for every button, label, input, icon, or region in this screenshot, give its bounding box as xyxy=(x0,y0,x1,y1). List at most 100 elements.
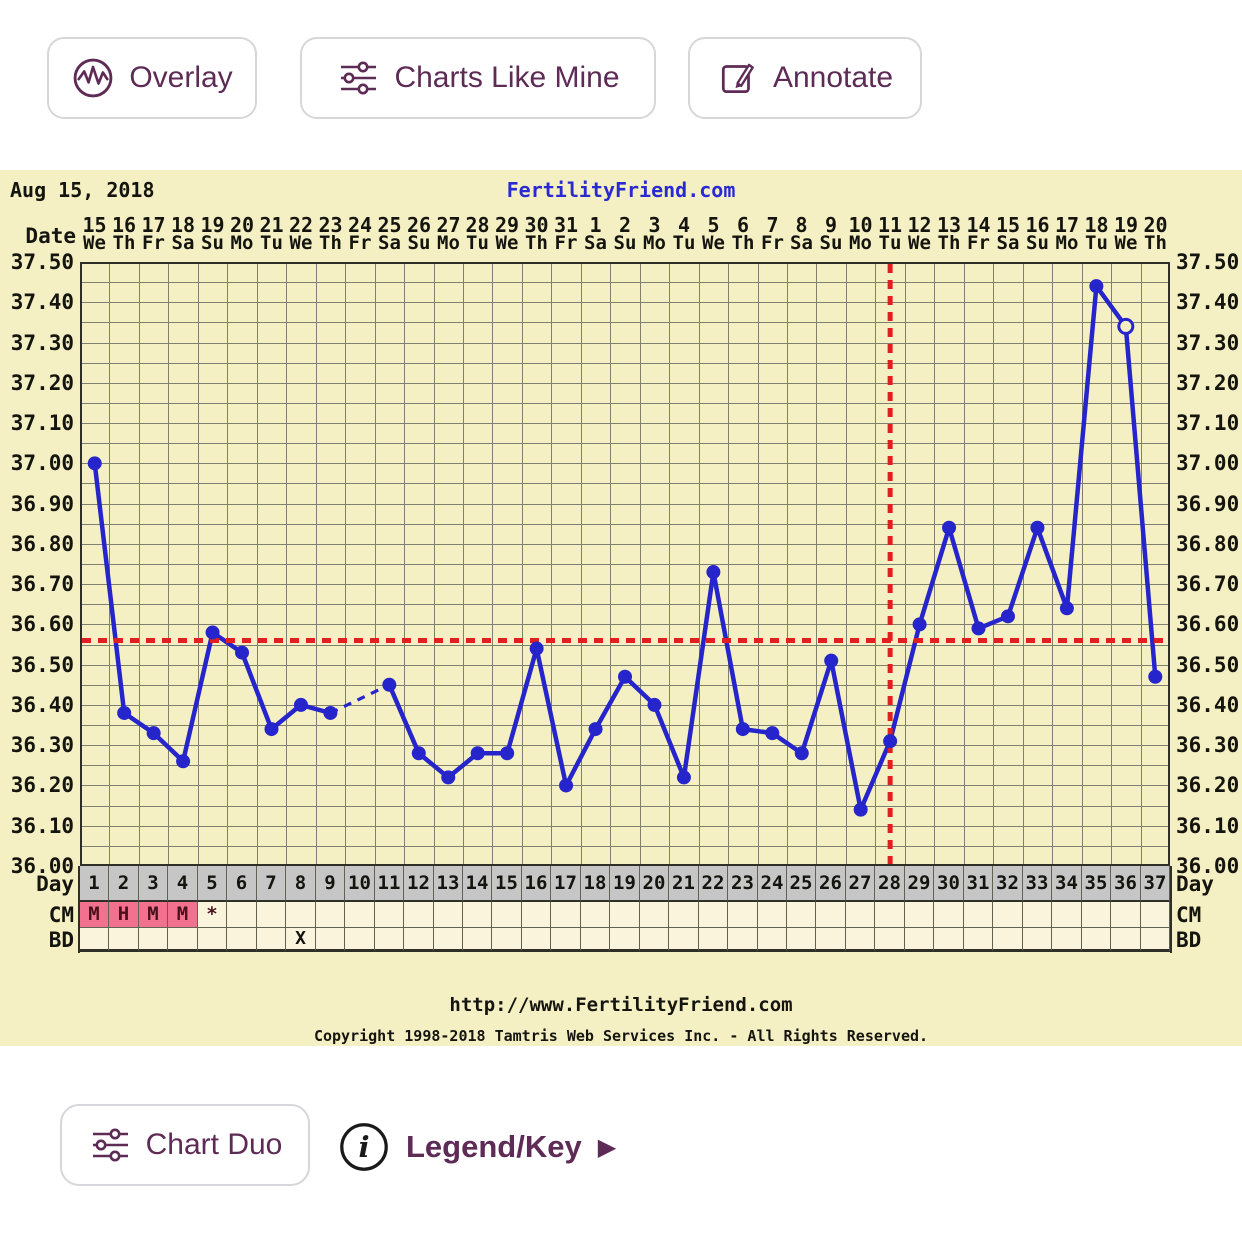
cm-cell[interactable]: M xyxy=(168,902,198,928)
bd-cell[interactable] xyxy=(728,928,758,952)
temp-point[interactable] xyxy=(500,746,515,761)
temp-point[interactable] xyxy=(117,705,132,720)
bd-cell[interactable] xyxy=(551,928,581,952)
bd-cell[interactable] xyxy=(492,928,522,952)
day-cell[interactable]: 32 xyxy=(993,866,1023,902)
cm-cell[interactable] xyxy=(463,902,492,928)
cm-cell[interactable] xyxy=(669,902,699,928)
bd-cell[interactable] xyxy=(964,928,993,952)
day-cell[interactable]: 33 xyxy=(1023,866,1052,902)
cm-cell[interactable] xyxy=(787,902,816,928)
temp-point[interactable] xyxy=(794,746,809,761)
bd-cell[interactable] xyxy=(257,928,286,952)
cm-cell[interactable] xyxy=(1111,902,1141,928)
cm-cell[interactable] xyxy=(375,902,404,928)
bd-cell[interactable] xyxy=(905,928,934,952)
cm-cell[interactable] xyxy=(993,902,1023,928)
cm-cell[interactable] xyxy=(728,902,758,928)
cm-cell[interactable] xyxy=(758,902,787,928)
day-cell[interactable]: 28 xyxy=(875,866,905,902)
bd-cell[interactable] xyxy=(139,928,168,952)
temp-point[interactable] xyxy=(235,645,250,660)
day-cell[interactable]: 14 xyxy=(463,866,492,902)
day-cell[interactable]: 17 xyxy=(551,866,581,902)
cm-cell[interactable] xyxy=(640,902,669,928)
cm-cell[interactable] xyxy=(1023,902,1052,928)
cm-cell[interactable] xyxy=(1082,902,1111,928)
temp-point[interactable] xyxy=(1000,609,1015,624)
temp-point[interactable] xyxy=(883,734,898,749)
day-cell[interactable]: 19 xyxy=(610,866,640,902)
bd-cell[interactable]: X xyxy=(286,928,316,952)
day-cell[interactable]: 1 xyxy=(80,866,109,902)
bd-cell[interactable] xyxy=(345,928,375,952)
cm-cell[interactable]: M xyxy=(80,902,109,928)
bd-cell[interactable] xyxy=(463,928,492,952)
cm-cell[interactable] xyxy=(1141,902,1170,928)
bd-cell[interactable] xyxy=(875,928,905,952)
day-cell[interactable]: 9 xyxy=(316,866,345,902)
charts-like-mine-button[interactable]: Charts Like Mine xyxy=(300,37,656,119)
cm-cell[interactable] xyxy=(227,902,257,928)
bd-cell[interactable] xyxy=(581,928,610,952)
bd-cell[interactable] xyxy=(404,928,434,952)
bd-cell[interactable] xyxy=(434,928,463,952)
day-cell[interactable]: 12 xyxy=(404,866,434,902)
day-cell[interactable]: 21 xyxy=(669,866,699,902)
day-cell[interactable]: 26 xyxy=(816,866,846,902)
day-cell[interactable]: 15 xyxy=(492,866,522,902)
bd-cell[interactable] xyxy=(758,928,787,952)
temp-point[interactable] xyxy=(205,625,220,640)
cm-cell[interactable] xyxy=(551,902,581,928)
day-cell[interactable]: 37 xyxy=(1141,866,1170,902)
bd-cell[interactable] xyxy=(699,928,728,952)
temp-point[interactable] xyxy=(618,669,632,684)
day-cell[interactable]: 23 xyxy=(728,866,758,902)
cm-cell[interactable] xyxy=(257,902,286,928)
day-cell[interactable]: 4 xyxy=(168,866,198,902)
day-cell[interactable]: 30 xyxy=(934,866,964,902)
day-cell[interactable]: 36 xyxy=(1111,866,1141,902)
legend-key-control[interactable]: i Legend/Key ▶ xyxy=(338,1114,616,1180)
cm-cell[interactable] xyxy=(522,902,551,928)
temp-point[interactable] xyxy=(470,746,485,761)
cm-cell[interactable] xyxy=(875,902,905,928)
bd-cell[interactable] xyxy=(1111,928,1141,952)
bd-cell[interactable] xyxy=(1082,928,1111,952)
bd-cell[interactable] xyxy=(375,928,404,952)
temp-point[interactable] xyxy=(735,722,750,737)
cm-cell[interactable] xyxy=(846,902,875,928)
cm-cell[interactable] xyxy=(345,902,375,928)
bd-cell[interactable] xyxy=(610,928,640,952)
temp-point[interactable] xyxy=(912,617,927,632)
chart-duo-button[interactable]: Chart Duo xyxy=(60,1104,310,1186)
day-cell[interactable]: 35 xyxy=(1082,866,1111,902)
cm-cell[interactable] xyxy=(404,902,434,928)
day-cell[interactable]: 11 xyxy=(375,866,404,902)
cm-cell[interactable] xyxy=(699,902,728,928)
temp-point[interactable] xyxy=(765,726,780,741)
day-cell[interactable]: 31 xyxy=(964,866,993,902)
day-cell[interactable]: 3 xyxy=(139,866,168,902)
temp-point[interactable] xyxy=(676,770,691,785)
cm-cell[interactable] xyxy=(316,902,345,928)
bd-cell[interactable] xyxy=(993,928,1023,952)
temp-point[interactable] xyxy=(146,726,161,741)
temp-point[interactable] xyxy=(971,621,986,636)
bd-cell[interactable] xyxy=(522,928,551,952)
temp-point[interactable] xyxy=(441,770,456,785)
temp-point[interactable] xyxy=(323,705,338,720)
temp-point[interactable] xyxy=(1059,601,1074,616)
temp-point[interactable] xyxy=(942,520,957,535)
annotate-button[interactable]: Annotate xyxy=(688,37,922,119)
day-cell[interactable]: 18 xyxy=(581,866,610,902)
day-cell[interactable]: 29 xyxy=(905,866,934,902)
temp-point[interactable] xyxy=(1030,520,1045,535)
temp-point[interactable] xyxy=(293,697,308,712)
temp-point[interactable] xyxy=(1089,279,1104,294)
temp-point[interactable] xyxy=(264,722,279,737)
day-cell[interactable]: 5 xyxy=(198,866,227,902)
cm-cell[interactable] xyxy=(610,902,640,928)
bd-cell[interactable] xyxy=(1023,928,1052,952)
bd-cell[interactable] xyxy=(640,928,669,952)
